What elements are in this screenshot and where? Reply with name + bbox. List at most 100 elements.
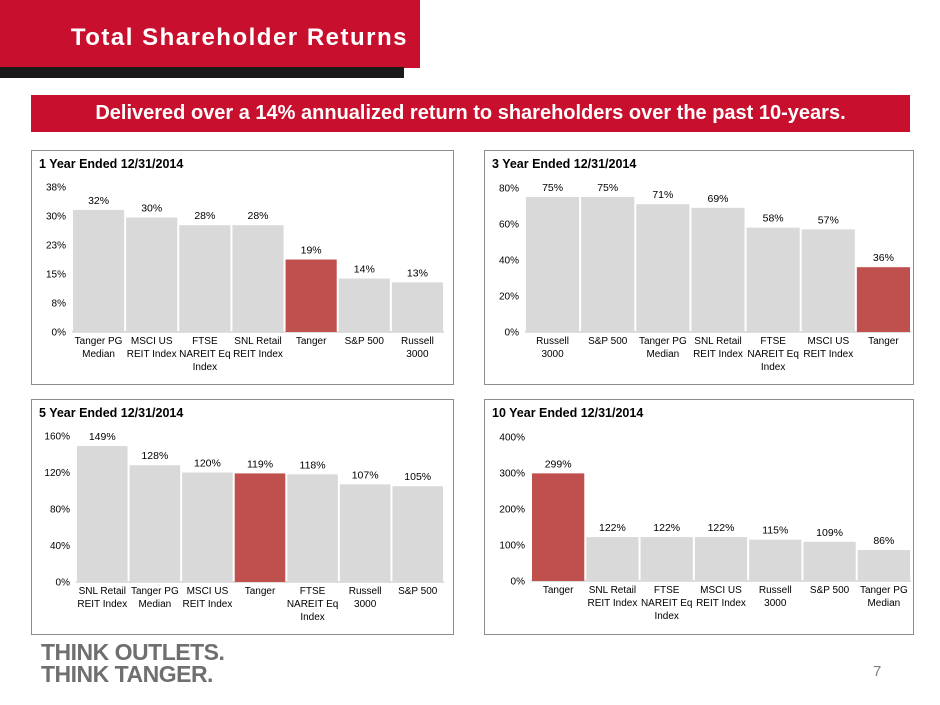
category-label-line: S&P 500 [398,586,438,597]
bar [126,217,178,332]
data-label: 13% [407,267,428,279]
category-label-line: S&P 500 [810,585,850,596]
category-label-line: S&P 500 [345,336,385,347]
category-label: Tanger PG Median [75,336,123,360]
category-label-line: Tanger [868,336,899,347]
y-tick-label: 20% [499,292,519,303]
data-label: 19% [301,245,322,257]
category-label: FTSE NAREIT Eq Index [179,336,231,373]
data-label: 115% [762,525,788,537]
bar-highlighted [532,473,585,581]
category-label-line: 3000 [354,599,377,610]
data-label: 75% [542,182,563,194]
y-tick-label: 0% [56,578,71,589]
category-label-line: Index [654,611,678,622]
category-label: Tanger [245,586,276,597]
category-label-line: REIT Index [77,599,127,610]
data-label: 122% [599,522,626,534]
category-label-line: 3000 [764,598,787,609]
bar [73,209,125,332]
bar [801,229,855,332]
chart-panel-1-year: 1 Year Ended 12/31/2014 0% 8% 15% 23% 30% 38%… [31,150,454,385]
chart-panel-3-year: 3 Year Ended 12/31/2014 0% 20% 40% 60% 80% 75… [484,150,914,385]
y-tick-label: 400% [499,433,525,444]
y-tick-label: 120% [44,468,70,479]
category-label-line: Russell [349,586,382,597]
category-label: SNL Retail REIT Index [233,336,283,360]
category-label-line: Median [867,598,900,609]
category-label-line: FTSE [300,586,326,597]
category-label: Russell 3000 [401,336,434,360]
data-label: 122% [708,522,735,534]
data-label: 30% [141,203,162,215]
y-tick-label: 60% [499,220,519,231]
chart-panel-5-year: 5 Year Ended 12/31/2014 0% 40% 80% 120% 160%… [31,399,454,635]
category-label: Tanger [543,585,574,596]
category-label-line: NAREIT Eq [179,349,231,360]
y-tick-label: 40% [50,541,70,552]
data-label: 118% [300,459,326,471]
data-label: 36% [873,252,894,264]
category-label: Tanger [296,336,327,347]
bar [581,197,635,332]
summary-banner: Delivered over a 14% annualized return t… [31,95,910,132]
chart-panel-10-year: 10 Year Ended 12/31/2014 0% 100% 200% 300% 4… [484,399,914,635]
bar [640,537,693,581]
chart-title: 3 Year Ended 12/31/2014 [492,157,637,171]
data-label: 299% [545,458,572,470]
logo-line-2: THINK TANGER. [41,661,213,687]
logo-line-1: THINK OUTLETS. [41,639,225,665]
bar [182,472,233,582]
category-label-line: SNL Retail [589,585,636,596]
data-label: 14% [354,264,375,276]
y-tick-label: 30% [46,212,66,223]
bar [391,282,443,332]
data-label: 57% [818,214,839,226]
category-label-line: Index [761,362,785,373]
category-label: S&P 500 [345,336,385,347]
category-label: S&P 500 [810,585,850,596]
category-label: S&P 500 [588,336,628,347]
category-label: FTSE NAREIT Eq Index [641,585,693,622]
category-label: FTSE NAREIT Eq Index [747,336,799,373]
bar-highlighted [234,473,286,582]
category-label-line: FTSE [760,336,786,347]
category-label: MSCI US REIT Index [696,585,746,609]
category-label-line: NAREIT Eq [641,598,693,609]
category-label: Tanger PG Median [860,585,908,609]
data-label: 32% [88,195,109,207]
bar [694,537,748,581]
bar-highlighted [856,267,910,332]
category-label-line: REIT Index [588,598,638,609]
category-label: Tanger PG Median [639,336,687,360]
category-label-line: Index [193,362,217,373]
category-label-line: Index [300,612,324,623]
bar [636,204,690,332]
data-label: 71% [652,189,673,201]
chart-svg-10-year: 0% 100% 200% 300% 400% 299% Tanger 122% SNL Reta… [499,433,911,622]
chart-svg-5-year: 0% 40% 80% 120% 160% 149% SNL Retail REIT Index… [44,431,444,623]
header-bar: Total Shareholder Returns [0,0,420,68]
bar [129,465,181,582]
category-label-line: Tanger PG [75,336,123,347]
bar-highlighted [285,259,337,332]
category-label-line: NAREIT Eq [287,599,339,610]
data-label: 149% [89,431,116,443]
data-label: 122% [653,522,680,534]
y-tick-label: 80% [50,505,70,516]
category-label-line: Median [646,349,679,360]
y-tick-label: 100% [499,541,525,552]
y-tick-label: 0% [52,328,67,339]
bar [179,225,231,332]
category-label-line: MSCI US [807,336,849,347]
category-label-line: SNL Retail [694,336,741,347]
category-label-line: Median [138,599,171,610]
category-label-line: Tanger PG [639,336,687,347]
category-label-line: Tanger PG [860,585,908,596]
category-label-line: Median [82,349,115,360]
data-label: 105% [404,471,431,483]
bar [749,539,802,581]
category-label: SNL Retail REIT Index [588,585,638,609]
bar [857,550,910,581]
category-label-line: Tanger [296,336,327,347]
